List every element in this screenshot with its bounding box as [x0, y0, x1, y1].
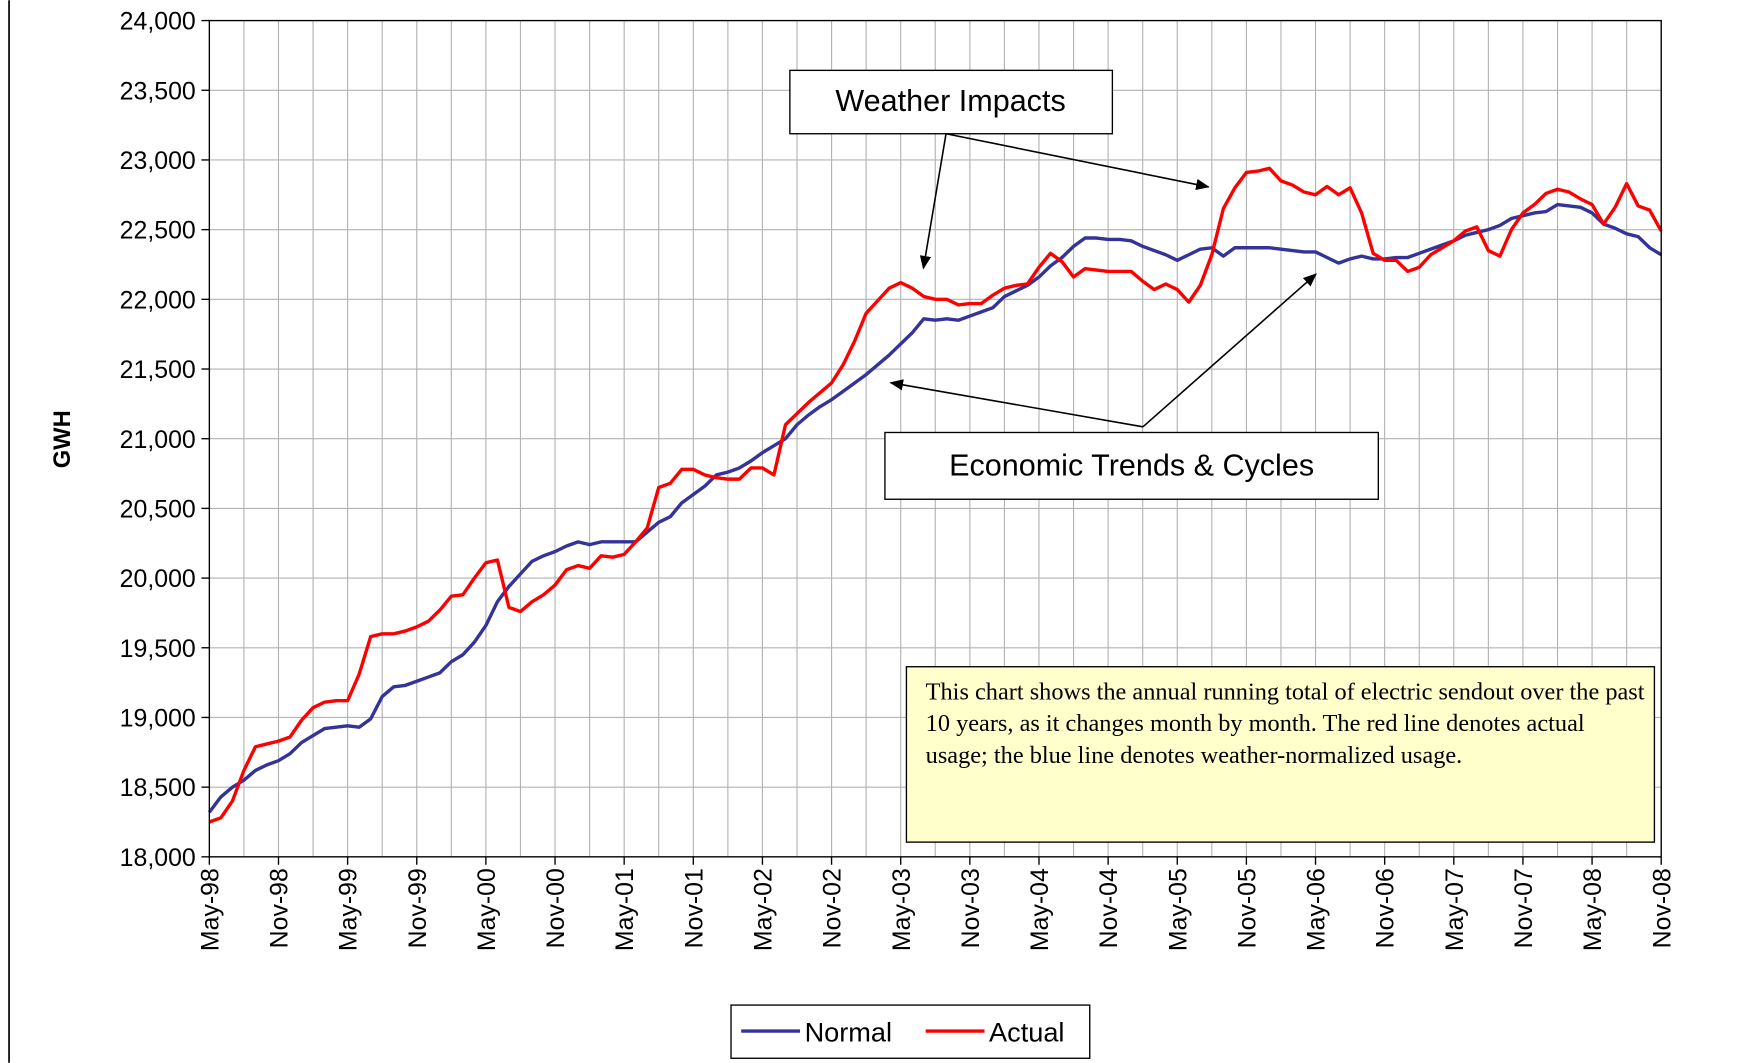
series-line: [208, 166, 1663, 824]
lines: [207, 166, 1663, 824]
x-tick-label: May-06: [1303, 868, 1331, 951]
y-tick-label: 21,000: [120, 426, 196, 454]
legend-label: Actual: [989, 1016, 1064, 1047]
y-tick-label: 24,000: [120, 8, 196, 36]
note: This chart shows the annual running tota…: [925, 678, 1645, 769]
y-tick-label: 19,500: [120, 635, 196, 663]
x-tick-label: May-02: [749, 868, 777, 951]
y-tick-label: 23,500: [120, 77, 196, 105]
x-tick-label: Nov-04: [1095, 868, 1123, 948]
x-tick-label: May-04: [1026, 868, 1054, 951]
x-tick-label: Nov-98: [266, 868, 294, 948]
y-tick-label: 23,000: [120, 147, 196, 175]
legend-label: Normal: [805, 1016, 892, 1047]
arrow: [889, 379, 1144, 428]
note-container: This chart shows the annual running tota…: [925, 678, 1645, 769]
arrow: [945, 132, 1210, 190]
x-tick-label: Nov-99: [404, 868, 432, 948]
x-tick-label: May-00: [473, 868, 501, 951]
annotation-box: [789, 69, 1114, 135]
x-tick-label: May-01: [611, 868, 639, 951]
y-tick-label: 22,000: [120, 286, 196, 314]
x-tick-label: May-03: [888, 868, 916, 951]
y-tick-label: 20,000: [120, 565, 196, 593]
x-tick-label: Nov-00: [542, 868, 570, 948]
x-tick-label: Nov-03: [957, 868, 985, 948]
x-tick-label: May-07: [1441, 868, 1469, 951]
y-tick-label: 21,500: [120, 356, 196, 384]
y-tick-label: 18,500: [120, 774, 196, 802]
x-tick-label: May-08: [1579, 868, 1607, 951]
arrows: [889, 132, 1317, 428]
annotation-box: [884, 431, 1379, 500]
x-tick-label: May-98: [196, 868, 224, 951]
arrow: [1142, 273, 1317, 428]
annotation: Economic Trends & Cycles: [949, 448, 1314, 482]
legend: Normal Actual: [741, 1016, 1064, 1047]
note-box: [905, 666, 1656, 843]
y-axis-label: GWH: [49, 410, 76, 468]
annotation: Weather Impacts: [835, 84, 1065, 118]
x-tick-label: Nov-08: [1648, 868, 1676, 948]
x-tick-label: May-05: [1164, 868, 1192, 951]
y-tick-label: 20,500: [120, 495, 196, 523]
x-tick-label: Nov-01: [680, 868, 708, 948]
arrow: [919, 133, 947, 270]
axes: 18,000 18,500 19,000 19,500 20,000 20,500 21,0…: [120, 8, 1677, 951]
series-line: [207, 202, 1663, 814]
x-tick-label: Nov-07: [1510, 868, 1538, 948]
y-tick-label: 19,000: [120, 705, 196, 733]
y-tick-label: 22,500: [120, 217, 196, 245]
x-tick-label: Nov-02: [819, 868, 847, 948]
x-tick-label: Nov-06: [1372, 868, 1400, 948]
x-tick-label: Nov-05: [1233, 868, 1261, 948]
x-tick-label: May-99: [335, 868, 363, 951]
y-tick-label: 18,000: [120, 844, 196, 872]
